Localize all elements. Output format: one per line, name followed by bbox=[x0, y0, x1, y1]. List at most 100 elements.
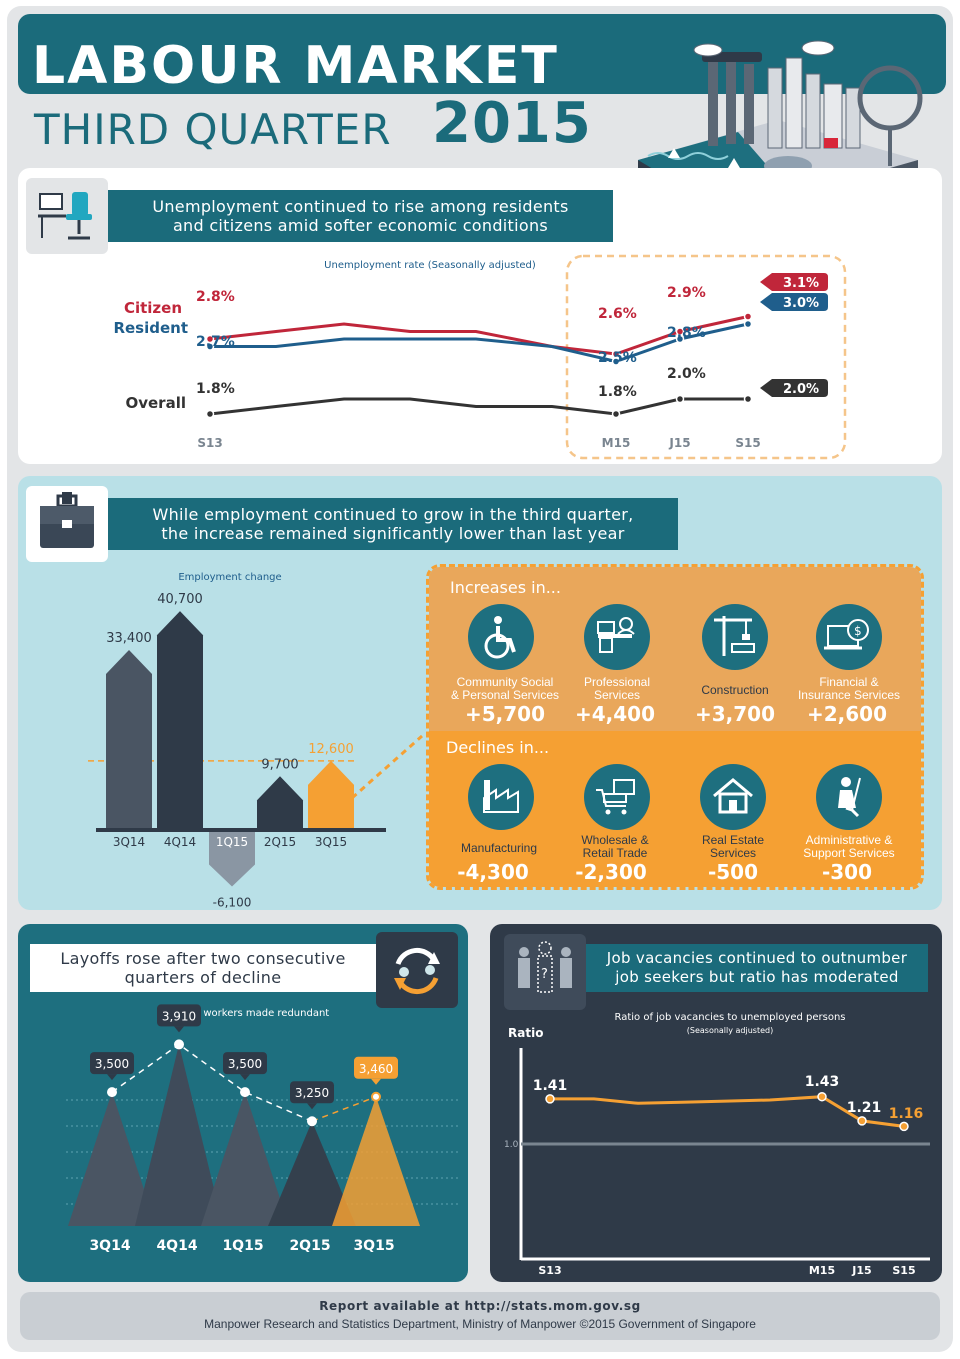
briefcase-icon bbox=[40, 492, 94, 548]
x-label-M15: M15 bbox=[602, 436, 631, 450]
bar-3Q15 bbox=[332, 1096, 420, 1226]
unemployment-headline-line-1: Unemployment continued to rise among res… bbox=[152, 197, 569, 216]
decline-2-value: -2,300 bbox=[575, 860, 647, 884]
value-tag-1Q15 bbox=[223, 1052, 267, 1075]
chart-title: Ratio of job vacancies to unemployed per… bbox=[614, 1012, 845, 1023]
overall-label-0: 1.8% bbox=[196, 381, 235, 397]
bar-2Q15 bbox=[268, 1121, 356, 1226]
x-label-4Q14: 4Q14 bbox=[156, 1238, 197, 1254]
resident-final-tag bbox=[760, 293, 828, 311]
bar-1Q15 bbox=[201, 1092, 289, 1226]
increase-4-label: Financial & Insurance Services bbox=[784, 676, 914, 702]
increase-4-circle: $ bbox=[816, 604, 882, 670]
legend-resident: Resident bbox=[113, 319, 188, 337]
overall-point-0 bbox=[205, 409, 215, 419]
decline-3-label: Real Estate Services bbox=[668, 834, 798, 860]
x-label-4Q14: 4Q14 bbox=[164, 835, 196, 849]
chart-title: Unemployment rate (Seasonally adjusted) bbox=[324, 260, 536, 271]
point-4Q14 bbox=[174, 1039, 184, 1050]
value-tag-pointer-3Q14 bbox=[107, 1074, 117, 1081]
layoffs-headline-line-1: Layoffs rose after two consecutive bbox=[60, 949, 346, 968]
increase-1-value: +5,700 bbox=[464, 702, 546, 726]
briefcase-icon-tile bbox=[26, 486, 108, 562]
layoffs-headline: Layoffs rose after two consecutive quart… bbox=[30, 944, 376, 992]
x-label-J15: J15 bbox=[668, 436, 690, 450]
overall-label-7: 2.0% bbox=[667, 366, 706, 382]
decline-1-label: Manufacturing bbox=[434, 842, 564, 855]
increase-3-value: +3,700 bbox=[694, 702, 776, 726]
ratio-point-0 bbox=[545, 1094, 555, 1104]
increases-title: Increases in... bbox=[450, 578, 561, 597]
highlight-box bbox=[565, 254, 847, 460]
baseline bbox=[96, 828, 386, 832]
resident-line bbox=[210, 322, 749, 364]
cleaning-icon bbox=[838, 777, 861, 818]
x-label-3Q15: 3Q15 bbox=[315, 835, 347, 849]
footer-credit: Manpower Research and Statistics Departm… bbox=[204, 1317, 756, 1331]
decline-1-label-line-1: Manufacturing bbox=[460, 841, 538, 855]
bar-3Q14 bbox=[68, 1092, 156, 1226]
bar-value-3Q14: 33,400 bbox=[106, 631, 152, 646]
desk-worker-icon bbox=[597, 617, 635, 653]
vacancies-headline-line-1: Job vacancies continued to outnumber bbox=[606, 949, 908, 967]
bar-2Q15 bbox=[257, 776, 303, 828]
job-seekers-icon: ? bbox=[518, 941, 572, 993]
resident-point-7 bbox=[675, 334, 685, 344]
chart-subtitle: (Seasonally adjusted) bbox=[687, 1026, 773, 1035]
bar-value-2Q15: 9,700 bbox=[261, 757, 298, 772]
increase-3-label: Construction bbox=[670, 684, 800, 697]
x-label-S13: S13 bbox=[197, 436, 222, 450]
resident-final-value: 3.0% bbox=[783, 296, 819, 311]
overall-final-tag bbox=[760, 379, 828, 397]
trend-line-latest bbox=[311, 1096, 377, 1122]
value-tag-pointer-1Q15 bbox=[240, 1074, 250, 1081]
decline-4-label-line-1: Administrative & bbox=[805, 833, 893, 847]
increase-1-circle bbox=[468, 604, 534, 670]
footer-band bbox=[20, 1292, 940, 1340]
increase-4-label-line-2: Insurance Services bbox=[797, 688, 901, 702]
page-title: LABOUR MARKET bbox=[32, 36, 559, 96]
ratio-point-7 bbox=[857, 1116, 867, 1126]
page-year: 2015 bbox=[432, 91, 592, 156]
citizen-label-0: 2.8% bbox=[196, 289, 235, 305]
overall-point-8 bbox=[743, 394, 753, 404]
page-subtitle: THIRD QUARTER bbox=[34, 105, 392, 154]
increase-2-circle bbox=[584, 604, 650, 670]
ratio-point-6 bbox=[817, 1091, 827, 1102]
increase-3-label-line-1: Construction bbox=[701, 683, 769, 697]
overall-point-6 bbox=[611, 409, 621, 419]
factory-icon bbox=[483, 780, 519, 813]
decline-2-label: Wholesale & Retail Trade bbox=[550, 834, 680, 860]
worker-swap-icon bbox=[394, 947, 440, 995]
bar-4Q14 bbox=[135, 1044, 223, 1226]
x-label-1Q15: 1Q15 bbox=[222, 1238, 263, 1254]
office-desk-icon bbox=[38, 192, 92, 240]
footer-report-link[interactable]: Report available at http://stats.mom.gov… bbox=[319, 1299, 641, 1313]
increase-3-circle bbox=[702, 604, 768, 670]
point-2Q15 bbox=[307, 1116, 317, 1127]
point-1Q15 bbox=[240, 1087, 250, 1098]
increase-2-label-line-1: Professional bbox=[583, 675, 651, 689]
bar-3Q14 bbox=[106, 649, 152, 828]
value-tag-pointer-2Q15 bbox=[307, 1103, 317, 1110]
increase-1-label-line-2: & Personal Services bbox=[450, 688, 560, 702]
increase-2-label: Professional Services bbox=[552, 676, 682, 702]
unemployment-headline: Unemployment continued to rise among res… bbox=[108, 190, 613, 242]
overall-label-6: 1.8% bbox=[598, 384, 637, 400]
house-icon bbox=[713, 778, 753, 814]
employment-headline-line-1: While employment continued to grow in th… bbox=[152, 505, 634, 524]
resident-label-6: 2.5% bbox=[598, 350, 637, 366]
chart-title: No. of workers made redundant bbox=[171, 1008, 330, 1019]
value-label-3Q14: 3,500 bbox=[95, 1057, 129, 1071]
unemployment-headline-line-2: and citizens amid softer economic condit… bbox=[172, 216, 549, 235]
citizen-label-6: 2.6% bbox=[598, 306, 637, 322]
decline-1-value: -4,300 bbox=[457, 860, 529, 884]
increase-4-value: +2,600 bbox=[806, 702, 888, 726]
employment-headline-line-2: the increase remained significantly lowe… bbox=[161, 524, 625, 543]
vacancies-headline-line-2: job seekers but ratio has moderated bbox=[615, 968, 899, 986]
citizen-point-8 bbox=[743, 312, 753, 321]
decline-3-label-line-2: Services bbox=[709, 846, 756, 860]
decline-3-value: -500 bbox=[707, 860, 759, 884]
layoffs-chart: No. of workers made redundant 3,500 3Q14 3,… bbox=[66, 1004, 458, 1254]
y-axis-label: Ratio bbox=[508, 1026, 543, 1040]
